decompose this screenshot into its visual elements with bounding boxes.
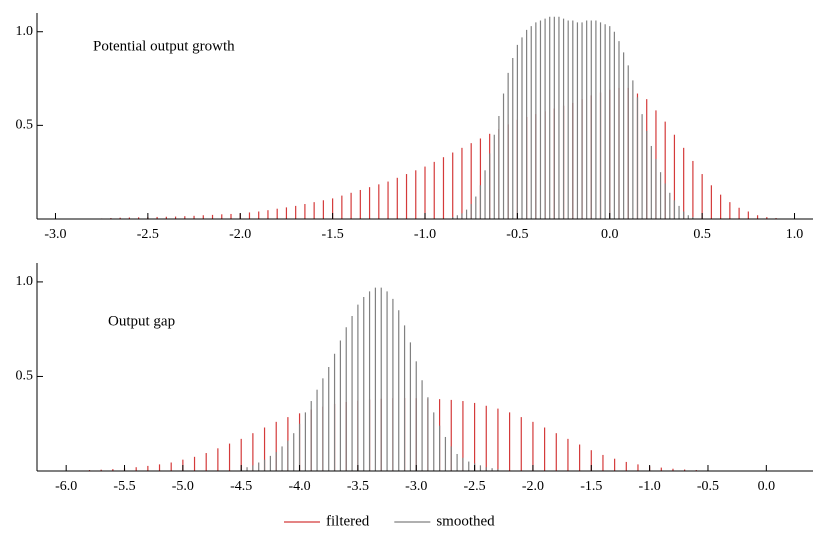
x-tick-label: -5.0 xyxy=(172,479,194,494)
y-tick-label: 1.0 xyxy=(16,274,34,289)
x-tick-label: -1.0 xyxy=(639,479,661,494)
y-tick-label: 1.0 xyxy=(16,24,34,39)
x-tick-label: -3.0 xyxy=(405,479,427,494)
legend-label: smoothed xyxy=(436,513,495,529)
x-tick-label: -2.0 xyxy=(522,479,544,494)
x-tick-label: -1.5 xyxy=(322,227,344,242)
x-tick-label: -0.5 xyxy=(697,479,719,494)
x-tick-label: -2.5 xyxy=(137,227,159,242)
panel-label: Potential output growth xyxy=(93,38,235,54)
legend-label: filtered xyxy=(326,513,370,529)
y-tick-label: 0.5 xyxy=(16,369,34,384)
x-tick-label: -4.5 xyxy=(230,479,252,494)
x-tick-label: -4.0 xyxy=(288,479,310,494)
panel-label: Output gap xyxy=(108,313,175,329)
y-tick-label: 0.5 xyxy=(16,118,34,133)
x-tick-label: -2.5 xyxy=(464,479,486,494)
x-tick-label: -1.5 xyxy=(580,479,602,494)
x-tick-label: 0.0 xyxy=(601,227,619,242)
x-tick-label: -3.0 xyxy=(44,227,66,242)
x-tick-label: -5.5 xyxy=(113,479,135,494)
x-tick-label: -2.0 xyxy=(229,227,251,242)
x-tick-label: -1.0 xyxy=(414,227,436,242)
x-tick-label: 0.5 xyxy=(693,227,711,242)
x-tick-label: 1.0 xyxy=(786,227,804,242)
x-tick-label: -0.5 xyxy=(506,227,528,242)
x-tick-label: 0.0 xyxy=(758,479,776,494)
x-tick-label: -6.0 xyxy=(55,479,77,494)
x-tick-label: -3.5 xyxy=(347,479,369,494)
